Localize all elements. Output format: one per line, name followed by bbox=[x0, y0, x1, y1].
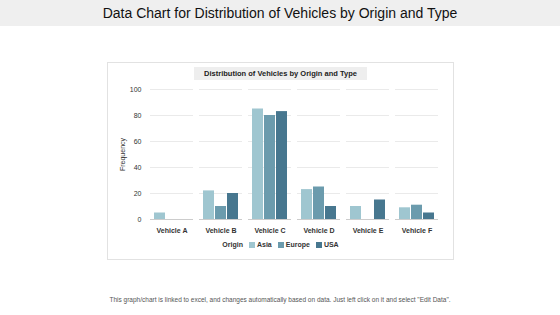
svg-text:0: 0 bbox=[138, 216, 142, 223]
html-text:USA: USA bbox=[323, 241, 339, 248]
svg-text:Frequency: Frequency bbox=[119, 137, 127, 171]
svg-text:40: 40 bbox=[134, 164, 142, 171]
svg-text:100: 100 bbox=[130, 86, 142, 93]
svg-text:Vehicle F: Vehicle F bbox=[402, 227, 433, 234]
svg-text:Vehicle E: Vehicle E bbox=[353, 227, 384, 234]
svg-text:Vehicle C: Vehicle C bbox=[254, 227, 285, 234]
svg-text:Vehicle D: Vehicle D bbox=[303, 227, 334, 234]
svg-text:60: 60 bbox=[134, 138, 142, 145]
svg-text:80: 80 bbox=[134, 112, 142, 119]
svg-text:Vehicle A: Vehicle A bbox=[157, 227, 188, 234]
svg-text:Vehicle B: Vehicle B bbox=[205, 227, 236, 234]
html-text:Asia: Asia bbox=[257, 241, 272, 248]
html-text:Data Chart for Distribution of: Data Chart for Distribution of Vehicles … bbox=[102, 5, 458, 21]
svg-text:20: 20 bbox=[134, 190, 142, 197]
html-text:Origin: Origin bbox=[222, 241, 243, 248]
html-text:This graph/chart is linked to: This graph/chart is linked to excel, and… bbox=[109, 296, 451, 303]
html-text:Europe: Europe bbox=[285, 241, 310, 248]
html-text:Distribution of Vehicles by Or: Distribution of Vehicles by Origin and T… bbox=[204, 69, 357, 78]
